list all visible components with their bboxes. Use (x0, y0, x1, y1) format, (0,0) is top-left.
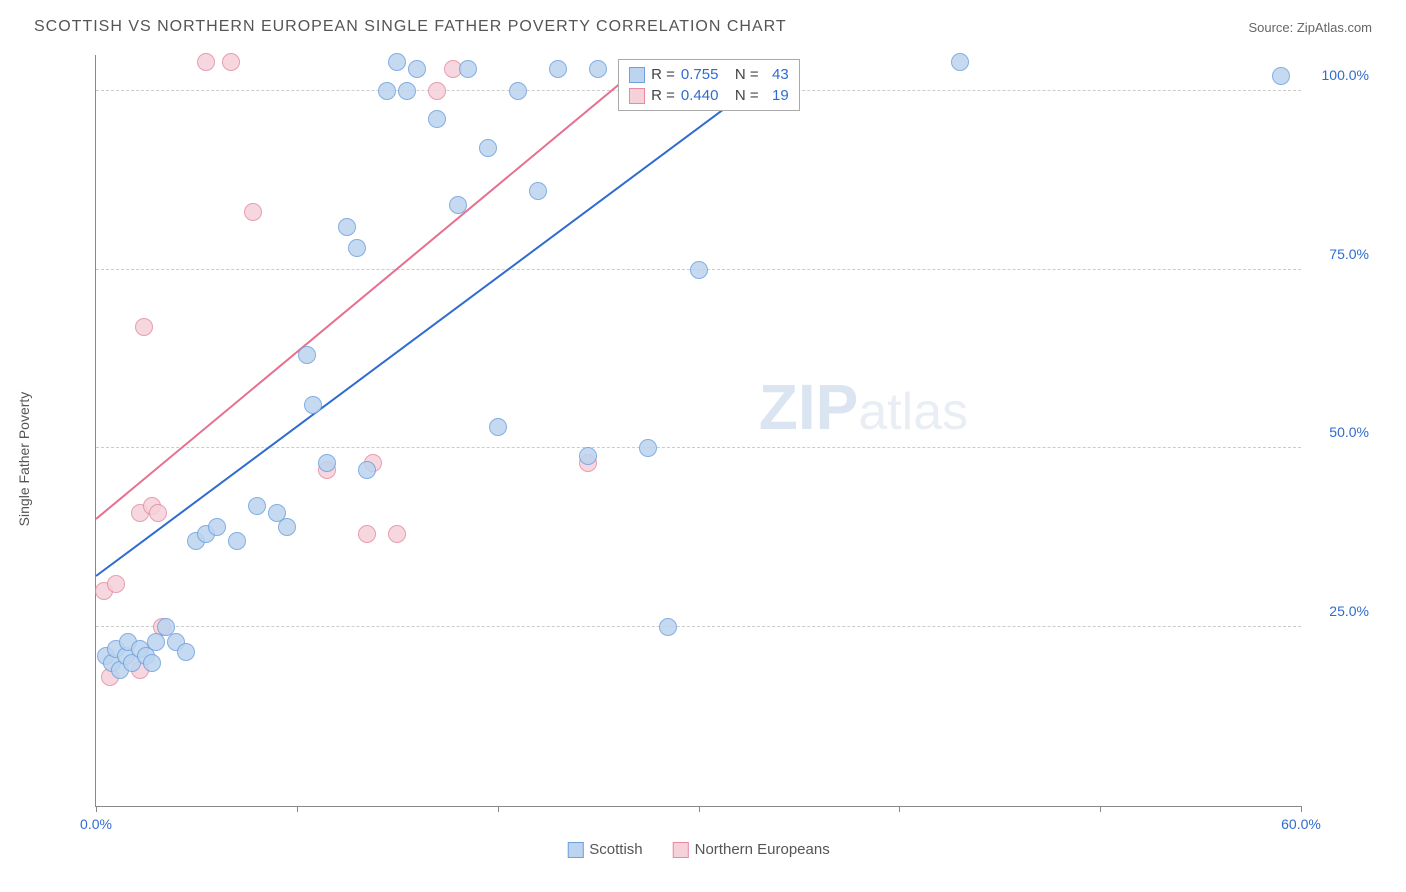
x-tick (1100, 806, 1101, 812)
marker-scottish (388, 53, 406, 71)
watermark: ZIPatlas (759, 370, 968, 444)
marker-scottish (659, 618, 677, 636)
x-tick (899, 806, 900, 812)
stats-row: R = 0.755 N = 43 (629, 64, 789, 85)
stat-r-value: 0.755 (681, 64, 729, 85)
marker-scottish (278, 518, 296, 536)
marker-scottish (298, 346, 316, 364)
marker-scottish (579, 447, 597, 465)
stat-r-value: 0.440 (681, 85, 729, 106)
watermark-atlas: atlas (858, 383, 968, 441)
marker-northern (135, 318, 153, 336)
marker-scottish (639, 439, 657, 457)
stat-n-label: N = (735, 64, 759, 85)
marker-northern (222, 53, 240, 71)
legend: Scottish Northern Europeans (567, 841, 829, 858)
marker-scottish (398, 82, 416, 100)
watermark-zip: ZIP (759, 371, 859, 443)
y-axis-label: Single Father Poverty (16, 391, 32, 526)
marker-scottish (318, 454, 336, 472)
marker-scottish (589, 60, 607, 78)
stat-r-label: R = (651, 64, 675, 85)
x-tick (498, 806, 499, 812)
marker-scottish (428, 110, 446, 128)
legend-item-northern: Northern Europeans (673, 841, 830, 858)
marker-scottish (509, 82, 527, 100)
plot-area: ZIPatlas 25.0%50.0%75.0%100.0%0.0%60.0%R… (95, 55, 1301, 807)
marker-scottish (690, 261, 708, 279)
gridline-h (96, 447, 1301, 448)
x-tick-label: 0.0% (80, 816, 112, 832)
chart-title: SCOTTISH VS NORTHERN EUROPEAN SINGLE FAT… (34, 18, 787, 36)
marker-northern (149, 504, 167, 522)
stat-n-value: 19 (765, 85, 789, 106)
x-tick (96, 806, 97, 812)
y-tick-label: 75.0% (1329, 246, 1369, 262)
marker-northern (244, 203, 262, 221)
marker-scottish (529, 182, 547, 200)
marker-northern (428, 82, 446, 100)
swatch-icon (629, 67, 645, 83)
marker-scottish (338, 218, 356, 236)
marker-scottish (228, 532, 246, 550)
marker-scottish (358, 461, 376, 479)
marker-northern (107, 575, 125, 593)
marker-northern (358, 525, 376, 543)
legend-item-scottish: Scottish (567, 841, 642, 858)
chart-container: Single Father Poverty ZIPatlas 25.0%50.0… (30, 55, 1376, 862)
marker-scottish (479, 139, 497, 157)
y-tick-label: 100.0% (1322, 67, 1369, 83)
marker-scottish (348, 239, 366, 257)
marker-scottish (489, 418, 507, 436)
swatch-icon (673, 842, 689, 858)
marker-scottish (449, 196, 467, 214)
marker-scottish (459, 60, 477, 78)
marker-scottish (177, 643, 195, 661)
header-bar: SCOTTISH VS NORTHERN EUROPEAN SINGLE FAT… (34, 18, 1372, 36)
y-tick-label: 25.0% (1329, 603, 1369, 619)
stat-n-value: 43 (765, 64, 789, 85)
y-tick-label: 50.0% (1329, 424, 1369, 440)
marker-scottish (248, 497, 266, 515)
swatch-icon (629, 88, 645, 104)
x-tick (1301, 806, 1302, 812)
marker-scottish (951, 53, 969, 71)
swatch-icon (567, 842, 583, 858)
x-tick (699, 806, 700, 812)
source-label: Source: ZipAtlas.com (1248, 20, 1372, 35)
marker-scottish (549, 60, 567, 78)
gridline-h (96, 626, 1301, 627)
x-tick-label: 60.0% (1281, 816, 1321, 832)
marker-scottish (378, 82, 396, 100)
marker-scottish (408, 60, 426, 78)
regression-line-northern (95, 68, 639, 520)
marker-scottish (1272, 67, 1290, 85)
marker-northern (197, 53, 215, 71)
marker-northern (388, 525, 406, 543)
legend-label: Northern Europeans (695, 841, 830, 858)
x-tick (297, 806, 298, 812)
stats-row: R = 0.440 N = 19 (629, 85, 789, 106)
marker-scottish (208, 518, 226, 536)
legend-label: Scottish (589, 841, 642, 858)
stat-r-label: R = (651, 85, 675, 106)
marker-scottish (143, 654, 161, 672)
marker-scottish (304, 396, 322, 414)
stat-n-label: N = (735, 85, 759, 106)
regression-line-scottish (95, 68, 779, 577)
stats-box: R = 0.755 N = 43 R = 0.440 N = 19 (618, 59, 800, 111)
